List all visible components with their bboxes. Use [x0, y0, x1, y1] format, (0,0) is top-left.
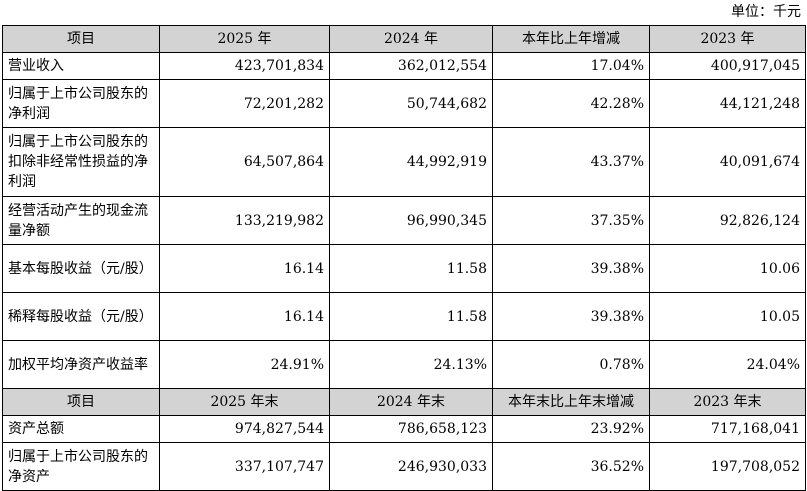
- row-label: 基本每股收益（元/股）: [2, 244, 160, 293]
- cell-2025: 16.14: [159, 292, 330, 341]
- cell-change: 42.28%: [492, 79, 650, 128]
- header-cell-item: 项目: [2, 25, 160, 53]
- cell-2024: 11.58: [329, 244, 493, 293]
- row-label: 经营活动产生的现金流量净额: [2, 196, 160, 245]
- cell-change: 23.92%: [492, 415, 650, 443]
- table-header-row-year-end: 项目 2025 年末 2024 年末 本年末比上年末增减 2023 年末: [2, 388, 806, 416]
- table-row: 经营活动产生的现金流量净额 133,219,982 96,990,345 37.…: [2, 196, 806, 245]
- cell-2023: 197,708,052: [649, 442, 806, 491]
- cell-2024: 786,658,123: [329, 415, 493, 443]
- header-cell-2023-end: 2023 年末: [649, 388, 806, 416]
- cell-2025: 16.14: [159, 244, 330, 293]
- table-row: 营业收入 423,701,834 362,012,554 17.04% 400,…: [2, 52, 806, 80]
- row-label: 归属于上市公司股东的扣除非经常性损益的净利润: [2, 127, 160, 197]
- header-cell-item: 项目: [2, 388, 160, 416]
- row-label: 营业收入: [2, 52, 160, 80]
- cell-2023: 40,091,674: [649, 127, 806, 197]
- cell-2024: 11.58: [329, 292, 493, 341]
- cell-2025: 64,507,864: [159, 127, 330, 197]
- cell-2023: 10.06: [649, 244, 806, 293]
- cell-2024: 246,930,033: [329, 442, 493, 491]
- table-row: 资产总额 974,827,544 786,658,123 23.92% 717,…: [2, 415, 806, 443]
- table-row: 加权平均净资产收益率 24.91% 24.13% 0.78% 24.04%: [2, 340, 806, 389]
- cell-2024: 50,744,682: [329, 79, 493, 128]
- table-row: 基本每股收益（元/股） 16.14 11.58 39.38% 10.06: [2, 244, 806, 293]
- cell-2024: 96,990,345: [329, 196, 493, 245]
- row-label: 归属于上市公司股东的净资产: [2, 442, 160, 491]
- cell-2024: 362,012,554: [329, 52, 493, 80]
- cell-2025: 133,219,982: [159, 196, 330, 245]
- header-cell-2025: 2025 年: [159, 25, 330, 53]
- cell-change: 39.38%: [492, 244, 650, 293]
- row-label: 稀释每股收益（元/股）: [2, 292, 160, 341]
- cell-2023: 44,121,248: [649, 79, 806, 128]
- header-cell-2023: 2023 年: [649, 25, 806, 53]
- cell-change: 17.04%: [492, 52, 650, 80]
- table-row: 归属于上市公司股东的净利润 72,201,282 50,744,682 42.2…: [2, 79, 806, 128]
- cell-2023: 717,168,041: [649, 415, 806, 443]
- cell-change: 37.35%: [492, 196, 650, 245]
- cell-2025: 337,107,747: [159, 442, 330, 491]
- cell-change: 39.38%: [492, 292, 650, 341]
- row-label: 资产总额: [2, 415, 160, 443]
- cell-2025: 974,827,544: [159, 415, 330, 443]
- cell-change: 0.78%: [492, 340, 650, 389]
- cell-2025: 72,201,282: [159, 79, 330, 128]
- table-row: 归属于上市公司股东的净资产 337,107,747 246,930,033 36…: [2, 442, 806, 491]
- financial-summary-table: 项目 2025 年 2024 年 本年比上年增减 2023 年 营业收入 423…: [2, 25, 806, 491]
- table-row: 稀释每股收益（元/股） 16.14 11.58 39.38% 10.05: [2, 292, 806, 341]
- row-label: 归属于上市公司股东的净利润: [2, 79, 160, 128]
- cell-2024: 44,992,919: [329, 127, 493, 197]
- cell-2023: 400,917,045: [649, 52, 806, 80]
- table-row: 归属于上市公司股东的扣除非经常性损益的净利润 64,507,864 44,992…: [2, 127, 806, 197]
- row-label: 加权平均净资产收益率: [2, 340, 160, 389]
- cell-change: 43.37%: [492, 127, 650, 197]
- header-cell-change-end: 本年末比上年末增减: [492, 388, 650, 416]
- header-cell-change: 本年比上年增减: [492, 25, 650, 53]
- cell-change: 36.52%: [492, 442, 650, 491]
- cell-2025: 423,701,834: [159, 52, 330, 80]
- cell-2023: 10.05: [649, 292, 806, 341]
- cell-2025: 24.91%: [159, 340, 330, 389]
- cell-2024: 24.13%: [329, 340, 493, 389]
- cell-2023: 92,826,124: [649, 196, 806, 245]
- header-cell-2025-end: 2025 年末: [159, 388, 330, 416]
- cell-2023: 24.04%: [649, 340, 806, 389]
- table-header-row: 项目 2025 年 2024 年 本年比上年增减 2023 年: [2, 25, 806, 53]
- header-cell-2024: 2024 年: [329, 25, 493, 53]
- header-cell-2024-end: 2024 年末: [329, 388, 493, 416]
- unit-note: 单位：千元: [731, 4, 801, 20]
